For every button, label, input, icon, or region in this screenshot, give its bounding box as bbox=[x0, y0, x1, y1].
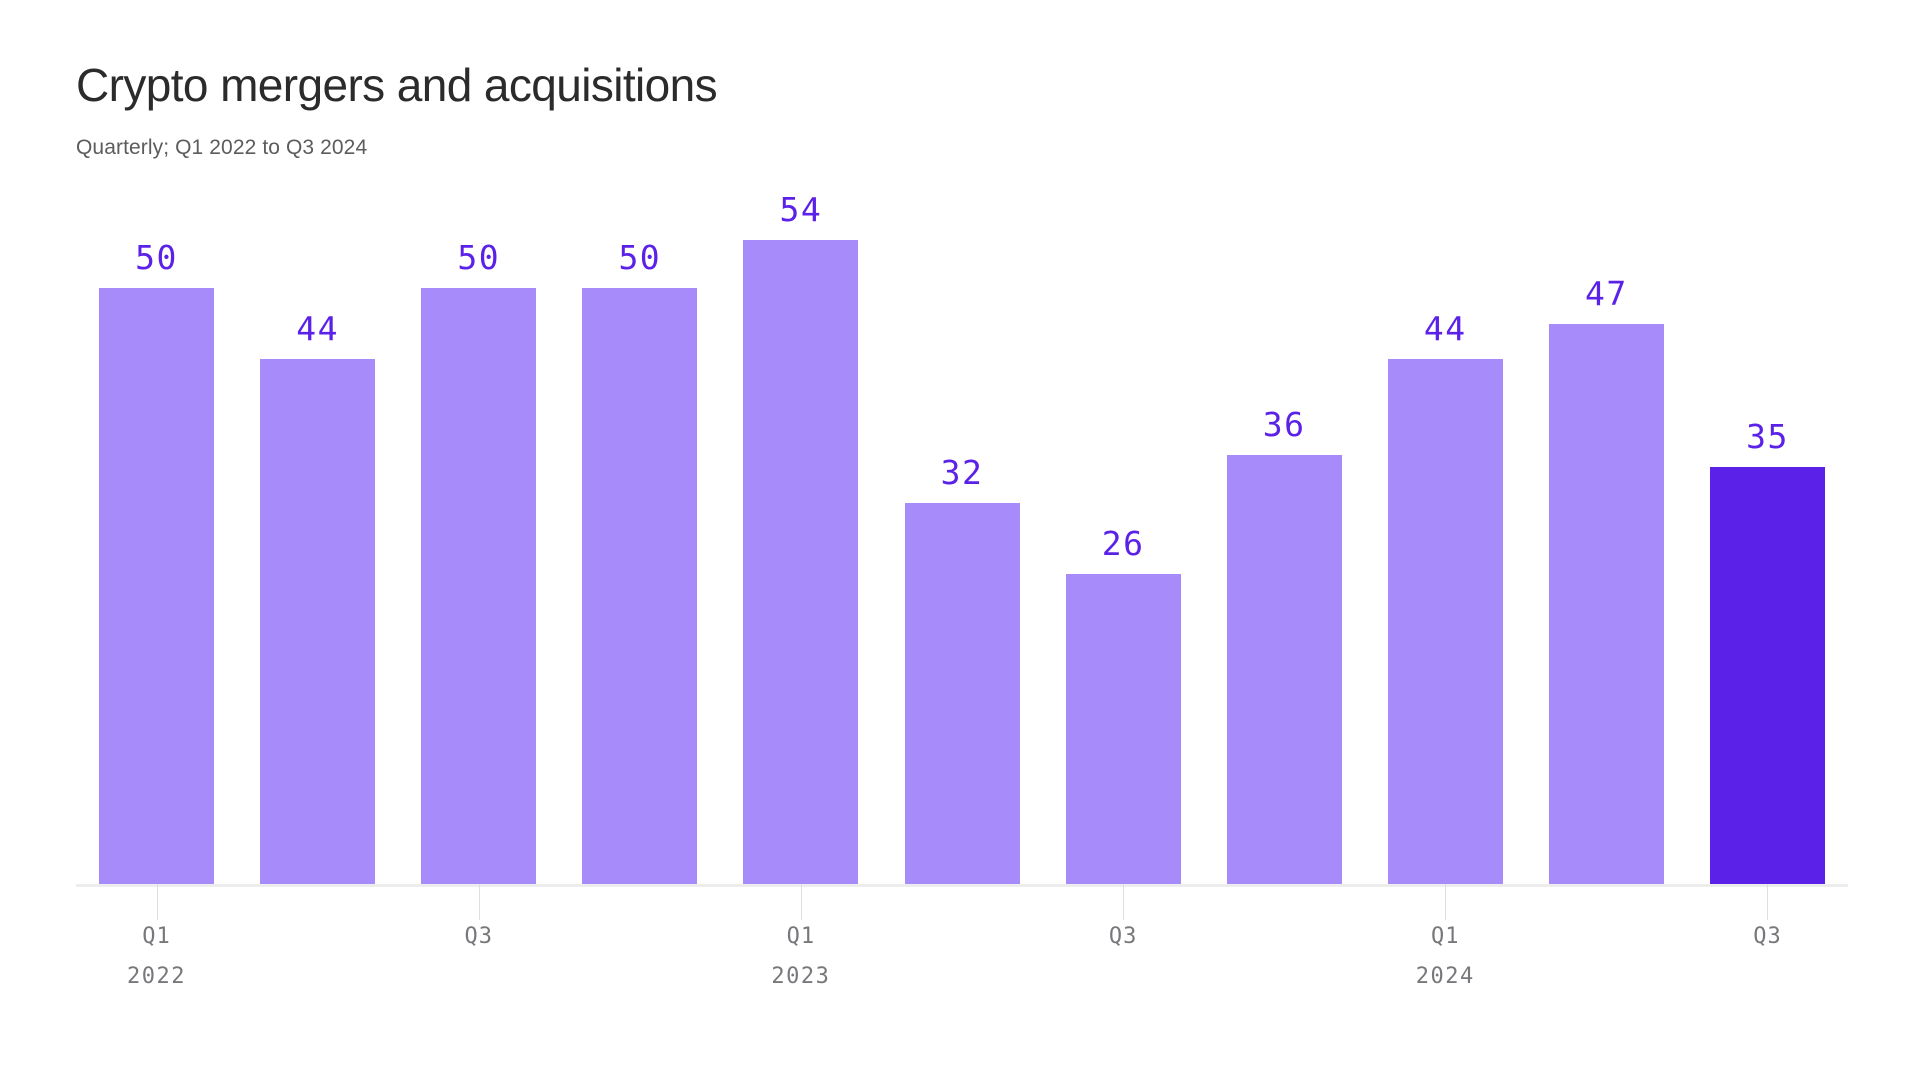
bars-layer: 50 44 50 50 54 32 26 36 44 47 35 bbox=[76, 193, 1848, 885]
tick-label-quarter: Q1 bbox=[1431, 924, 1460, 949]
bar[interactable] bbox=[904, 502, 1020, 885]
bar[interactable] bbox=[743, 240, 859, 885]
plot-area: 50 44 50 50 54 32 26 36 44 47 35 bbox=[76, 193, 1848, 885]
bar[interactable] bbox=[1387, 359, 1503, 885]
tick-label-quarter: Q3 bbox=[1753, 924, 1782, 949]
bar-column[interactable]: 44 bbox=[260, 240, 376, 885]
bar[interactable] bbox=[421, 287, 537, 885]
bar-value-label: 47 bbox=[1584, 273, 1628, 313]
tick-label-quarter: Q3 bbox=[1108, 924, 1138, 949]
bar-value-label: 26 bbox=[1101, 524, 1145, 564]
chart-subtitle: Quarterly; Q1 2022 to Q3 2024 bbox=[76, 135, 368, 159]
bar-value-label: 44 bbox=[296, 309, 339, 349]
bar-column[interactable]: 26 bbox=[1065, 240, 1181, 885]
bar-value-label: 35 bbox=[1746, 416, 1789, 456]
bar-value-label: 54 bbox=[779, 190, 823, 229]
bar-column[interactable]: 44 bbox=[1387, 240, 1503, 885]
bar-column[interactable]: 36 bbox=[1226, 240, 1342, 885]
bar[interactable] bbox=[1226, 455, 1342, 885]
bar-value-label: 44 bbox=[1423, 309, 1467, 349]
page-title: Crypto mergers and acquisitions bbox=[76, 59, 718, 111]
bar-value-label: 36 bbox=[1262, 405, 1306, 444]
tick-mark bbox=[800, 884, 802, 920]
bar[interactable] bbox=[1548, 323, 1664, 885]
tick-label-quarter: Q3 bbox=[464, 924, 493, 949]
tick-mark bbox=[156, 884, 158, 920]
bar-value-label: 32 bbox=[940, 452, 984, 492]
bar-value-label: 50 bbox=[135, 237, 178, 277]
tick-label-year: 2022 bbox=[127, 964, 187, 989]
bar-value-label: 50 bbox=[618, 237, 662, 277]
tick-mark bbox=[1123, 884, 1125, 920]
bar-value-label: 50 bbox=[457, 237, 501, 277]
tick-mark bbox=[1445, 884, 1447, 920]
bar-column[interactable]: 50 bbox=[582, 237, 698, 885]
bar-column[interactable]: 54 bbox=[743, 193, 859, 885]
bar[interactable] bbox=[260, 359, 376, 885]
tick-mark bbox=[1767, 884, 1769, 920]
bar-column[interactable]: 47 bbox=[1548, 240, 1664, 885]
bar[interactable] bbox=[99, 287, 215, 885]
tick-label-year: 2024 bbox=[1415, 964, 1475, 989]
chart-header: Crypto mergers and acquisitions Quarterl… bbox=[76, 59, 1576, 160]
tick-label-quarter: Q1 bbox=[786, 924, 816, 949]
bar-column[interactable]: 35 bbox=[1709, 240, 1825, 885]
bar-column[interactable]: 32 bbox=[904, 240, 1020, 885]
bar[interactable] bbox=[582, 287, 698, 885]
x-axis-ticks: Q1 2022 Q3 Q1 2023 Q3 Q1 2024 Q3 bbox=[76, 884, 1848, 1044]
tick-label-quarter: Q1 bbox=[142, 924, 171, 949]
bar-highlighted[interactable] bbox=[1709, 466, 1825, 885]
bar-column[interactable]: 50 bbox=[421, 237, 537, 885]
bar-column[interactable]: 50 bbox=[99, 237, 215, 885]
x-axis-line bbox=[76, 884, 1848, 887]
tick-mark bbox=[478, 884, 480, 920]
bar[interactable] bbox=[1065, 574, 1181, 885]
tick-label-year: 2023 bbox=[771, 964, 831, 989]
